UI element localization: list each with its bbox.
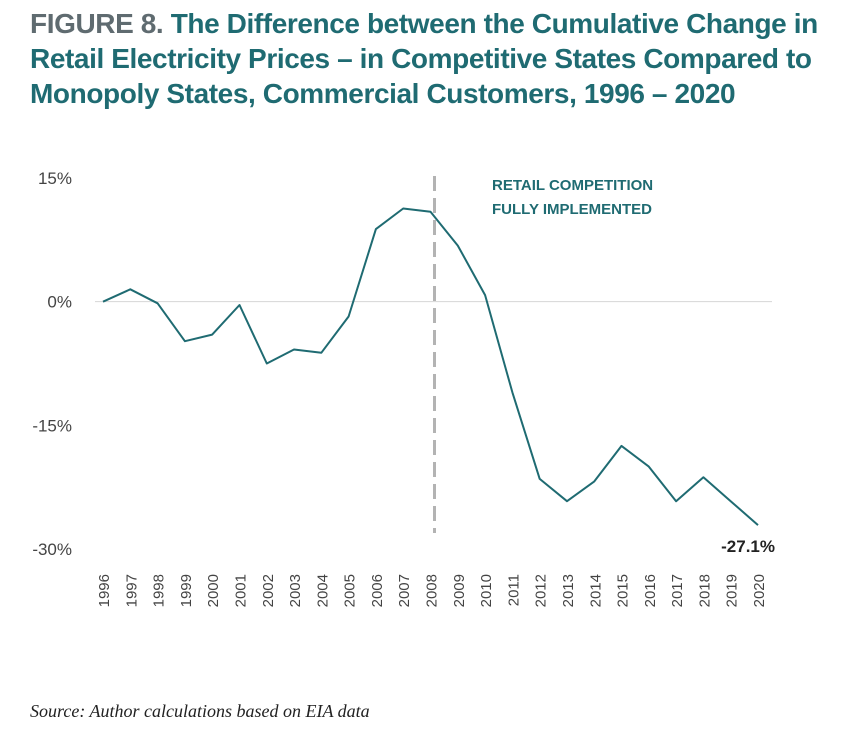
x-tick-label: 2000	[205, 574, 222, 607]
x-tick-label: 2002	[260, 574, 277, 607]
data-point	[484, 294, 486, 296]
marker-label: FULLY IMPLEMENTED	[492, 201, 652, 218]
data-point	[457, 245, 459, 247]
x-tick-label: 2020	[751, 574, 768, 607]
x-tick-label: 2006	[369, 574, 386, 607]
series-line	[102, 207, 759, 526]
marker-label: RETAIL COMPETITION	[492, 177, 653, 194]
source-note: Source: Author calculations based on EIA…	[30, 701, 370, 721]
x-tick-label: 2010	[478, 574, 495, 607]
x-tick-label: 2017	[669, 574, 686, 607]
x-tick-label: 2019	[724, 574, 741, 607]
x-tick-label: 2004	[314, 574, 331, 607]
data-point	[539, 478, 541, 480]
data-point	[593, 480, 595, 482]
data-point	[129, 288, 131, 290]
data-point	[348, 316, 350, 318]
data-point	[211, 334, 213, 336]
data-point	[320, 352, 322, 354]
data-point	[621, 445, 623, 447]
x-tick-label: 2012	[533, 574, 550, 607]
x-tick-label: 2008	[424, 574, 441, 607]
data-point	[675, 500, 677, 502]
x-tick-label: 2013	[560, 574, 577, 607]
x-tick-label: 2005	[342, 574, 359, 607]
x-tick-label: 1997	[123, 574, 140, 607]
x-tick-label: 2009	[451, 574, 468, 607]
y-tick-label: 15%	[38, 169, 72, 188]
data-point	[102, 301, 104, 303]
data-point	[566, 500, 568, 502]
data-point	[238, 304, 240, 306]
figure-title: The Difference between the Cumulative Ch…	[30, 8, 818, 109]
x-tick-label: 1996	[96, 574, 113, 607]
data-point	[511, 391, 513, 393]
x-tick-label: 2001	[232, 574, 249, 607]
line-chart: 15% 0% -15% -30% RETAIL COMPETITION FULLY IMP…	[32, 169, 775, 607]
data-point	[702, 476, 704, 478]
y-tick-label: -30%	[32, 540, 72, 559]
data-point	[266, 363, 268, 365]
data-point	[648, 466, 650, 468]
y-tick-label: 0%	[47, 293, 72, 312]
data-point	[184, 340, 186, 342]
figure-label: FIGURE 8.	[30, 8, 164, 39]
x-tick-label: 2018	[696, 574, 713, 607]
x-tick-label: 2007	[396, 574, 413, 607]
data-point	[293, 348, 295, 350]
data-point	[730, 500, 732, 502]
x-tick-label: 2003	[287, 574, 304, 607]
y-tick-label: -15%	[32, 416, 72, 435]
x-tick-label: 1999	[178, 574, 195, 607]
x-tick-label: 1998	[151, 574, 168, 607]
data-point	[430, 211, 432, 213]
x-tick-label: 2014	[587, 574, 604, 607]
x-tick-label: 2016	[642, 574, 659, 607]
data-point	[157, 302, 159, 304]
data-point	[757, 524, 759, 526]
chart-title: FIGURE 8. The Difference between the Cum…	[30, 6, 850, 111]
x-tick-label: 2011	[505, 574, 522, 606]
data-point	[402, 208, 404, 210]
x-tick-label: 2015	[615, 574, 632, 607]
end-value-label: -27.1%	[721, 537, 775, 556]
data-point	[375, 228, 377, 230]
